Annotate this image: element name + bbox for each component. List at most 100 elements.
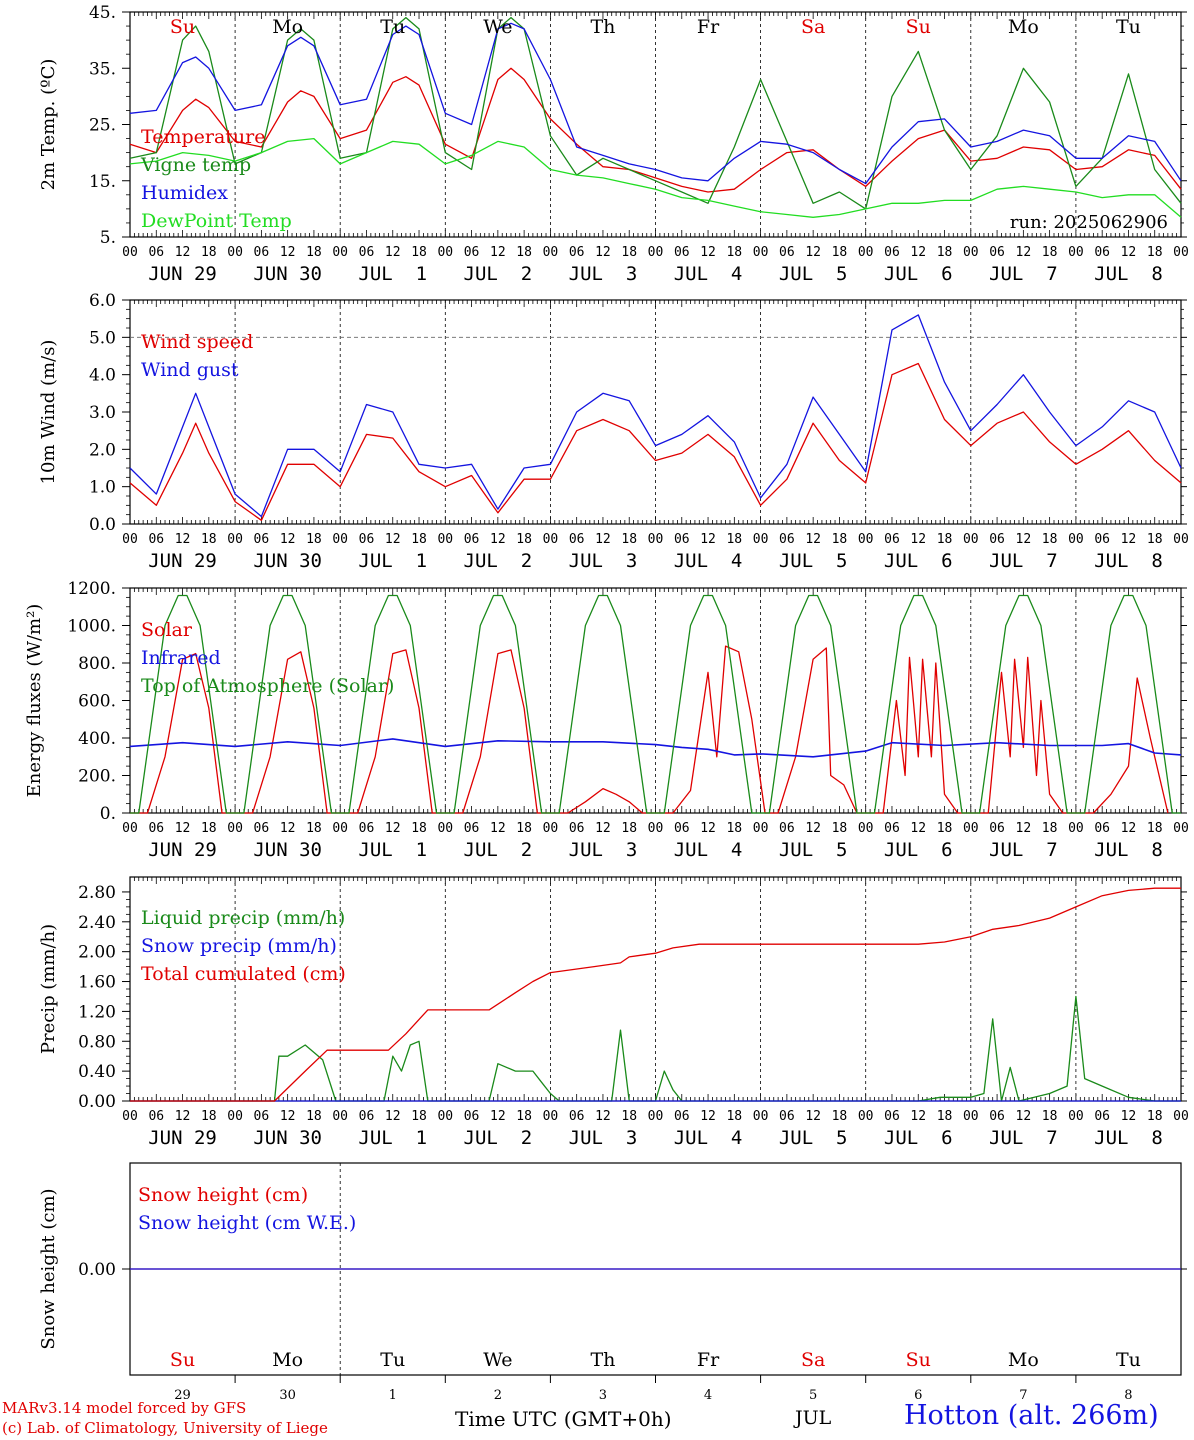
snow-panel: 0.00 Snow height (cm) Snow height (cm) Snow… (38, 1162, 1187, 1400)
hour-tick-label: 12 (1016, 1109, 1032, 1124)
hour-tick-label: 00 (1173, 1109, 1189, 1124)
hour-tick-label: 12 (490, 821, 506, 836)
hour-tick-label: 18 (201, 821, 217, 836)
date-label: JUL 1 (358, 839, 427, 861)
hour-tick-label: 00 (963, 821, 979, 836)
day-number-label: 8 (1124, 1388, 1132, 1400)
hour-tick-label: 12 (595, 532, 611, 547)
hour-tick-label: 12 (385, 1109, 401, 1124)
hour-tick-label: 00 (648, 1109, 664, 1124)
station-label: Hotton (alt. 266m) (904, 1400, 1159, 1431)
series-vigne-temp (129, 16, 1182, 210)
series-wind-gust (129, 314, 1182, 518)
wind-y-axis-title: 10m Wind (m/s) (38, 340, 59, 485)
hour-tick-label: 18 (1042, 1109, 1058, 1124)
hour-tick-label: 18 (1042, 821, 1058, 836)
hour-tick-label: 12 (1121, 1109, 1137, 1124)
hour-tick-label: 00 (858, 245, 874, 260)
hour-tick-label: 00 (1068, 245, 1084, 260)
hour-tick-label: 00 (1173, 245, 1189, 260)
day-number-label: 4 (704, 1388, 712, 1400)
model-credit: MARv3.14 model forced by GFS (2, 1399, 247, 1417)
hour-tick-label: 06 (569, 1109, 585, 1124)
hour-tick-label: 12 (175, 532, 191, 547)
date-label: JUL 4 (674, 550, 743, 572)
date-label: JUL 3 (569, 263, 638, 285)
hour-tick-label: 12 (280, 1109, 296, 1124)
hour-tick-label: 12 (805, 1109, 821, 1124)
hour-tick-label: 06 (1094, 1109, 1110, 1124)
weekday-label: We (483, 16, 512, 38)
y-tick-label: 1200. (67, 579, 116, 599)
hour-tick-label: 00 (332, 532, 348, 547)
hour-tick-label: 18 (516, 245, 532, 260)
energy-panel: 1200. 1000. 800. 600. 400. 200. 0. Energy fluxe… (24, 579, 1189, 861)
hour-tick-label: 18 (937, 1109, 953, 1124)
hour-tick-label: 06 (148, 1109, 164, 1124)
series-wind-speed (129, 362, 1182, 521)
time-axis-label: Time UTC (GMT+0h) (455, 1407, 672, 1431)
hour-tick-label: 06 (464, 532, 480, 547)
hour-tick-label: 12 (700, 532, 716, 547)
weekday-label: We (483, 1349, 512, 1371)
hour-tick-label: 12 (385, 245, 401, 260)
date-label: JUL 4 (674, 1127, 743, 1149)
date-label: JUL 5 (779, 550, 848, 572)
y-tick-label: 1000. (67, 617, 116, 637)
weekday-label: Mo (1008, 1349, 1039, 1371)
date-label: JUN 29 (148, 550, 217, 572)
hour-tick-label: 06 (674, 1109, 690, 1124)
hour-tick-label: 06 (569, 532, 585, 547)
date-label: JUL 2 (464, 839, 533, 861)
hour-tick-label: 12 (490, 1109, 506, 1124)
hour-tick-label: 12 (490, 245, 506, 260)
hour-tick-label: 00 (332, 1109, 348, 1124)
date-label: JUL 6 (884, 1127, 953, 1149)
legend-entry: Liquid precip (mm/h) (141, 907, 345, 929)
weekday-label: Tu (380, 1349, 405, 1371)
series-infrared (129, 738, 1182, 758)
hour-tick-label: 18 (832, 1109, 848, 1124)
weekday-label: Tu (1116, 16, 1141, 38)
hour-tick-label: 12 (175, 1109, 191, 1124)
hour-tick-label: 12 (490, 532, 506, 547)
legend-entry: Top of Atmosphere (Solar) (141, 675, 394, 697)
y-tick-label: 400. (78, 729, 116, 749)
weekday-label: Tu (380, 16, 405, 38)
hour-tick-label: 00 (858, 1109, 874, 1124)
hour-tick-label: 12 (910, 821, 926, 836)
weekday-label: Fr (697, 16, 720, 38)
legend-entry: Snow height (cm W.E.) (138, 1212, 356, 1234)
legend-entry: Solar (141, 619, 193, 641)
hour-tick-label: 18 (306, 245, 322, 260)
series-total-cumulated-cm- (130, 887, 1181, 1102)
hour-tick-label: 12 (595, 245, 611, 260)
legend-entry: DewPoint Temp (141, 210, 292, 232)
hour-tick-label: 12 (280, 532, 296, 547)
hour-tick-label: 00 (122, 245, 138, 260)
hour-tick-label: 06 (884, 821, 900, 836)
date-label: JUL 4 (674, 263, 743, 285)
hour-tick-label: 06 (464, 1109, 480, 1124)
series-liquid-precip-mm-h- (130, 995, 1181, 1102)
date-label: JUN 29 (148, 839, 217, 861)
hour-tick-label: 06 (884, 245, 900, 260)
precip-y-axis-title: Precip (mm/h) (38, 924, 59, 1054)
y-tick-label: 45. (89, 3, 116, 23)
y-tick-label: 2.0 (89, 440, 116, 460)
hour-tick-label: 12 (910, 245, 926, 260)
hour-tick-label: 06 (254, 821, 270, 836)
hour-tick-label: 06 (464, 245, 480, 260)
hour-tick-label: 12 (805, 821, 821, 836)
hour-tick-label: 00 (227, 532, 243, 547)
hour-tick-label: 00 (858, 821, 874, 836)
legend-entry: Humidex (141, 182, 228, 204)
date-label: JUN 29 (148, 1127, 217, 1149)
hour-tick-label: 18 (726, 821, 742, 836)
legend-entry: Total cumulated (cm) (141, 963, 346, 985)
weekday-label: Su (906, 1349, 931, 1371)
hour-tick-label: 00 (543, 821, 559, 836)
hour-tick-label: 00 (437, 245, 453, 260)
hour-tick-label: 12 (805, 245, 821, 260)
legend-entry: Temperature (141, 126, 265, 148)
